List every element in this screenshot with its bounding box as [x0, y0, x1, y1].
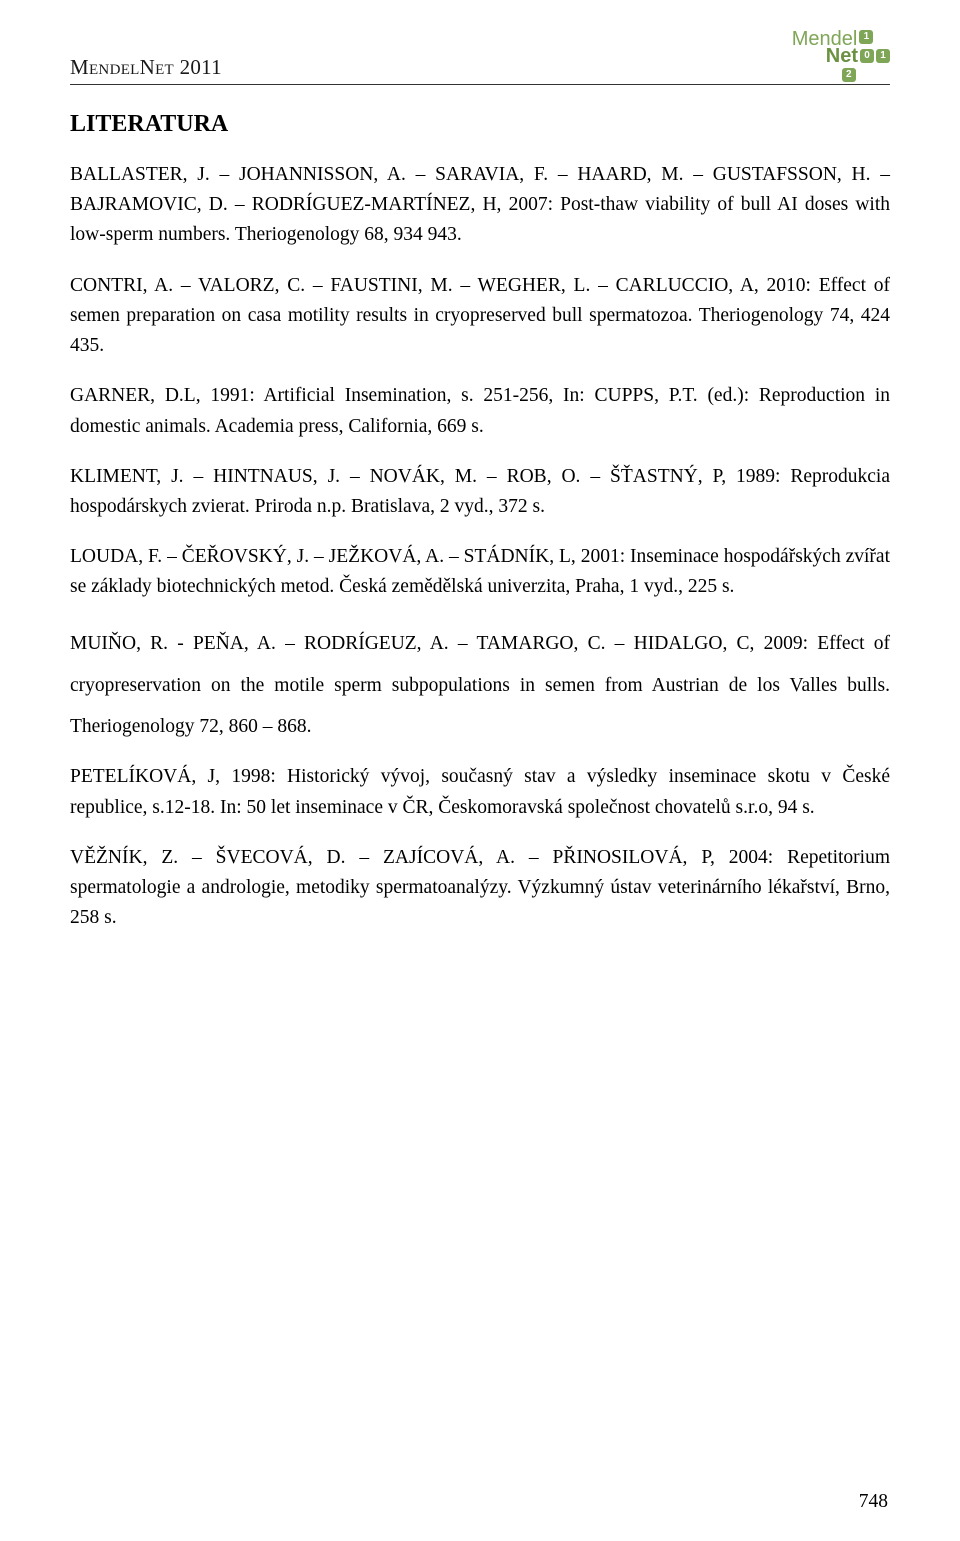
page-container: MendelNet 2011 Mendel1 Net01 2 LITERATUR…: [0, 0, 960, 933]
reference-entry: PETELÍKOVÁ, J, 1998: Historický vývoj, s…: [70, 762, 890, 822]
reference-entry: VĚŽNÍK, Z. – ŠVECOVÁ, D. – ZAJÍCOVÁ, A. …: [70, 843, 890, 934]
reference-entry: LOUDA, F. – ČEŘOVSKÝ, J. – JEŽKOVÁ, A. –…: [70, 542, 890, 602]
page-header: MendelNet 2011 Mendel1 Net01 2: [70, 30, 890, 85]
logo-badge-icon: 1: [876, 49, 890, 63]
reference-entry: KLIMENT, J. – HINTNAUS, J. – NOVÁK, M. –…: [70, 462, 890, 522]
logo-badge-icon: 0: [860, 49, 874, 63]
logo-badge-icon: 1: [859, 30, 873, 44]
reference-entry: BALLASTER, J. – JOHANNISSON, A. – SARAVI…: [70, 160, 890, 251]
page-number: 748: [859, 1491, 888, 1513]
reference-entry: GARNER, D.L, 1991: Artificial Inseminati…: [70, 381, 890, 441]
reference-entry: MUIŇO, R. - PEŇA, A. – RODRÍGEUZ, A. – T…: [70, 623, 890, 749]
reference-entry: CONTRI, A. – VALORZ, C. – FAUSTINI, M. –…: [70, 271, 890, 362]
logo-line2: Net: [826, 47, 858, 66]
logo-badge-icon: 2: [842, 68, 856, 82]
header-title: MendelNet 2011: [70, 55, 222, 80]
section-title: LITERATURA: [70, 111, 890, 138]
mendelnet-logo: Mendel1 Net01 2: [792, 30, 890, 82]
